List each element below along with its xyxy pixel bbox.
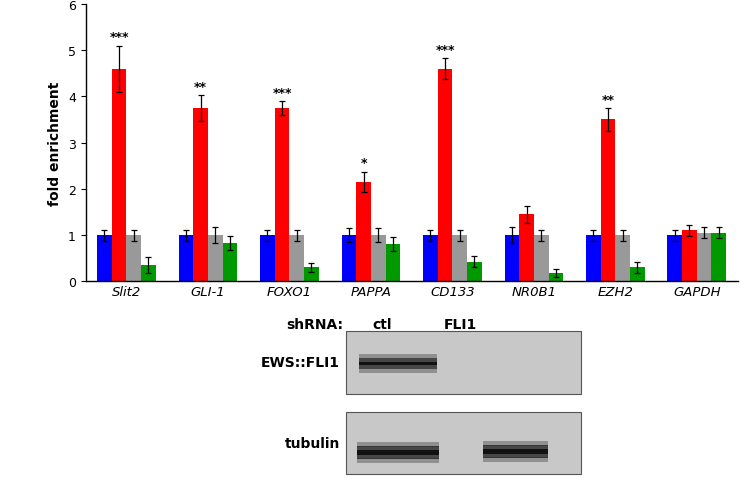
Bar bbox=[359, 354, 437, 358]
Bar bbox=[371, 236, 386, 282]
Bar bbox=[260, 236, 275, 282]
Bar bbox=[586, 236, 600, 282]
Bar bbox=[346, 331, 581, 394]
Bar bbox=[112, 69, 127, 282]
Bar bbox=[193, 109, 208, 282]
Bar bbox=[359, 358, 437, 362]
Bar bbox=[504, 236, 519, 282]
Text: **: ** bbox=[194, 81, 207, 94]
Bar bbox=[386, 245, 400, 282]
Bar bbox=[141, 265, 156, 282]
Bar bbox=[452, 236, 467, 282]
Bar bbox=[356, 183, 371, 282]
Bar bbox=[682, 231, 697, 282]
Text: ctl: ctl bbox=[372, 317, 392, 331]
Bar bbox=[346, 412, 581, 474]
Y-axis label: fold enrichment: fold enrichment bbox=[48, 81, 63, 205]
Text: ***: *** bbox=[435, 44, 454, 57]
Bar bbox=[341, 236, 356, 282]
Bar bbox=[97, 236, 112, 282]
Bar bbox=[357, 447, 439, 451]
Text: *: * bbox=[361, 157, 367, 170]
Bar bbox=[668, 236, 682, 282]
Bar bbox=[357, 443, 439, 447]
Bar bbox=[483, 453, 548, 458]
Text: ***: *** bbox=[273, 86, 292, 100]
Bar bbox=[357, 450, 439, 455]
Bar bbox=[127, 236, 141, 282]
Text: EWS::FLI1: EWS::FLI1 bbox=[261, 356, 340, 369]
Bar bbox=[359, 362, 437, 366]
Bar bbox=[630, 268, 644, 282]
Bar bbox=[357, 454, 439, 459]
Bar bbox=[711, 233, 726, 282]
Text: FLI1: FLI1 bbox=[444, 317, 477, 331]
Bar bbox=[483, 457, 548, 462]
Bar bbox=[289, 236, 304, 282]
Bar bbox=[697, 233, 711, 282]
Bar bbox=[223, 244, 237, 282]
Bar bbox=[483, 445, 548, 449]
Text: ***: *** bbox=[110, 31, 129, 44]
Bar bbox=[483, 441, 548, 446]
Text: shRNA:: shRNA: bbox=[286, 317, 343, 331]
Bar bbox=[467, 263, 482, 282]
Bar bbox=[534, 236, 548, 282]
Bar bbox=[423, 236, 438, 282]
Text: **: ** bbox=[601, 93, 615, 106]
Bar bbox=[615, 236, 630, 282]
Bar bbox=[208, 236, 223, 282]
Bar bbox=[359, 369, 437, 373]
Bar bbox=[179, 236, 193, 282]
Text: tubulin: tubulin bbox=[285, 436, 340, 450]
Bar bbox=[304, 268, 319, 282]
Bar bbox=[438, 69, 452, 282]
Bar bbox=[357, 459, 439, 463]
Bar bbox=[600, 120, 615, 282]
Bar bbox=[519, 215, 534, 282]
Bar bbox=[359, 366, 437, 369]
Bar bbox=[483, 449, 548, 454]
Bar bbox=[548, 273, 563, 282]
Bar bbox=[275, 109, 289, 282]
